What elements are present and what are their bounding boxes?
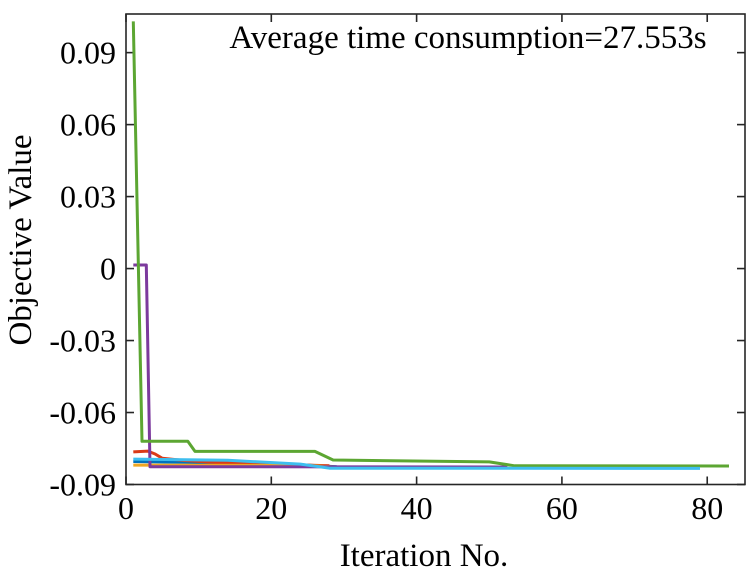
x-tick-label: 80: [691, 490, 723, 526]
series-lines: [131, 21, 730, 470]
series-line-run-green: [131, 21, 730, 468]
x-tick-label: 20: [255, 490, 287, 526]
y-tick-label: -0.03: [49, 323, 116, 359]
y-tick-label: 0.03: [60, 179, 116, 215]
series-line-run-cyan: [133, 457, 701, 470]
x-tick-label: 40: [401, 490, 433, 526]
x-tick-label: 60: [546, 490, 578, 526]
tick-labels: 0 20 40 60 80 -0.09 -0.06 -0.03 0 0.03 0.06 0.09: [49, 35, 723, 526]
annotation-average-time: Average time consumption=27.553s: [229, 20, 706, 56]
y-tick-label: 0.09: [60, 35, 116, 71]
x-tick-label: 0: [118, 490, 134, 526]
y-tick-label: 0.06: [60, 107, 116, 143]
y-tick-label: -0.06: [49, 395, 116, 431]
y-tick-label: 0: [100, 251, 116, 287]
y-axis-label: Objective Value: [3, 134, 39, 345]
plot-area: [125, 13, 746, 486]
y-tick-label: -0.09: [49, 467, 116, 503]
x-axis-label: Iteration No.: [340, 538, 509, 574]
